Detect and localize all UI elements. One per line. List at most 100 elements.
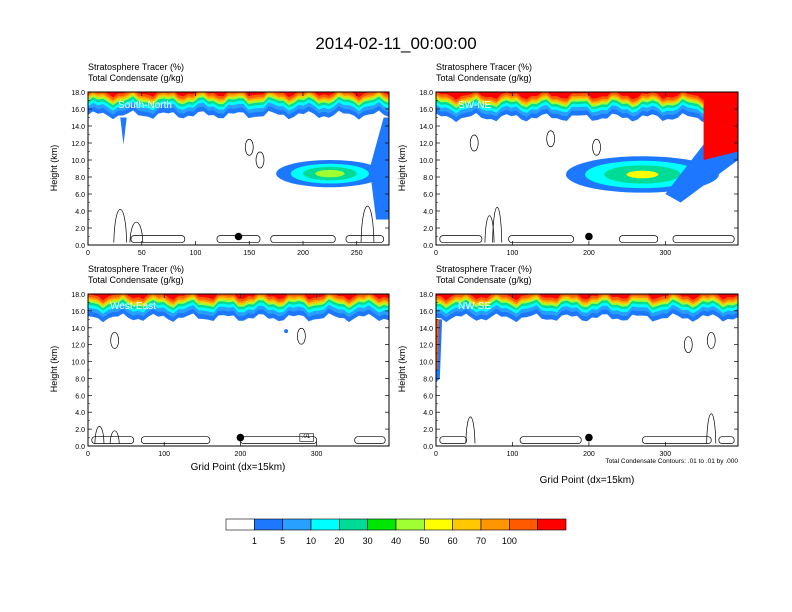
y-tick-label: 0.0 [423,243,433,250]
tracer-intrusion [315,169,345,178]
y-tick-label: 8.0 [75,175,85,182]
location-marker [585,232,593,241]
condensate-contour [465,416,476,444]
panel-section-label: SW-NE [458,100,491,111]
condensate-contour [706,332,716,349]
y-tick-label: 16.0 [71,309,85,316]
x-tick-label: 150 [243,250,255,257]
y-tick-label: 2.0 [423,226,433,233]
colorbar-label: 70 [476,536,486,546]
x-tick-label: 300 [660,250,672,257]
condensate-contour [469,134,479,152]
colorbar-label: 60 [448,536,458,546]
y-tick-label: 16.0 [71,107,85,114]
panel-sw-ne: Stratosphere Tracer (%) Total Condensate… [397,62,739,257]
x-tick-label: 300 [311,451,323,458]
colorbar-label: 30 [363,536,373,546]
contour-footnote: Total Condensate Contours: .01 to .01 by… [605,458,738,465]
y-tick-label: 6.0 [423,393,433,400]
plot-area: 0.0 2.0 4.0 6.0 8.0 10.0 12.0 14.0 16.0 18.0 0 100 2… [71,292,390,458]
x-tick-label: 100 [190,250,202,257]
condensate-contour [619,235,659,243]
y-axis-label: Height (km) [49,145,59,192]
x-tick-label: 0 [86,250,90,257]
x-axis-label: Grid Point (dx=15km) [540,475,635,486]
x-tick-label: 0 [86,451,90,458]
y-tick-label: 12.0 [419,343,433,350]
y-tick-label: 14.0 [419,124,433,131]
colorbar: 1 5 10 20 30 40 50 60 70 100 [225,518,567,546]
figure-title: 2014-02-11_00:00:00 [315,34,476,53]
y-tick-label: 8.0 [423,175,433,182]
tracer-fold [703,92,738,160]
colorbar-label: 5 [280,536,285,546]
condensate-contour [94,426,105,444]
plot-area: 0.0 2.0 4.0 6.0 8.0 10.0 12.0 14.0 16.0 18.0 0 100 2… [419,90,739,257]
condensate-contour [683,336,693,354]
tracer-intrusion [626,170,659,179]
condensate-contour [345,235,384,243]
condensate-contour [244,138,254,156]
tracer-band-layer [88,92,389,102]
plot-area: 0.0 2.0 4.0 6.0 8.0 10.0 12.0 14.0 16.0 18.0 0 100 2… [419,292,739,458]
y-tick-label: 4.0 [423,410,433,417]
colorbar-swatch [339,518,368,531]
shaded-field [88,92,389,245]
tracer-band-layer [88,294,389,301]
contour-box [299,433,314,442]
y-axis-label: Height (km) [397,346,407,393]
tracer-band-layer [88,92,389,98]
location-marker [236,433,245,442]
colorbar-swatch [452,518,482,531]
condensate-contour [672,235,735,243]
colorbar-label: 40 [391,536,401,546]
location-marker [585,433,593,442]
colorbar-label: 1 [252,536,257,546]
colorbar-label: 20 [334,536,344,546]
y-tick-label: 6.0 [423,192,433,199]
tracer-band-layer [436,294,738,301]
condensate-contour [642,436,712,444]
y-tick-label: 2.0 [423,427,433,434]
y-tick-label: 2.0 [75,427,85,434]
y-tick-label: 16.0 [419,309,433,316]
y-tick-label: 10.0 [419,158,433,165]
condensate-contour [706,413,717,444]
x-axis-label: Grid Point (dx=15km) [191,462,286,473]
shaded-field [88,294,389,446]
y-tick-label: 0.0 [423,444,433,451]
panel-title-line2: Total Condensate (g/kg) [88,73,184,83]
y-tick-label: 14.0 [419,326,433,333]
y-tick-label: 10.0 [419,360,433,367]
shaded-field [436,92,738,245]
panel-nw-se: Stratosphere Tracer (%) Total Condensate… [397,264,739,486]
y-tick-label: 12.0 [71,343,85,350]
condensate-contour [129,221,144,243]
condensate-contour [130,235,186,243]
colorbar-swatch [282,518,312,531]
colorbar-swatch [310,518,340,531]
x-tick-label: 200 [583,250,595,257]
y-tick-label: 16.0 [419,107,433,114]
y-tick-label: 8.0 [75,376,85,383]
panel-title-line1: Stratosphere Tracer (%) [436,62,532,72]
colorbar-label: 50 [419,536,429,546]
panel-title-line1: Stratosphere Tracer (%) [436,264,532,274]
condensate-contour [439,436,467,444]
colorbar-swatch [395,518,425,531]
x-tick-label: 200 [235,451,247,458]
colorbar-swatch [367,518,397,531]
panel-title-line2: Total Condensate (g/kg) [436,275,532,285]
tracer-intrusion [284,329,289,334]
colorbar-swatch [254,518,283,531]
y-tick-label: 4.0 [423,209,433,216]
condensate-contour [91,436,135,444]
condensate-contour [439,235,483,243]
panel-title-line2: Total Condensate (g/kg) [436,73,532,83]
condensate-contour [297,327,306,345]
y-tick-label: 6.0 [75,393,85,400]
y-tick-label: 14.0 [71,124,85,131]
contour-box-label: .01 [302,434,311,440]
condensate-contour [484,215,495,243]
location-marker [234,232,243,241]
